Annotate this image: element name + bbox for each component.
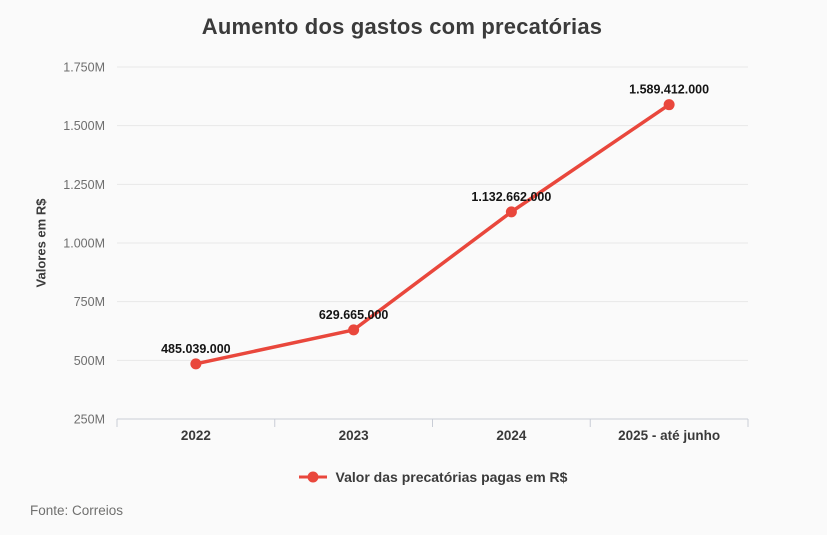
x-tick-label: 2022 xyxy=(181,428,211,443)
y-tick-label: 250M xyxy=(74,413,105,427)
data-point xyxy=(190,358,202,370)
legend-marker-dot xyxy=(307,471,319,483)
data-point xyxy=(663,99,675,111)
x-tick-label: 2023 xyxy=(339,428,370,443)
y-tick-label: 750M xyxy=(74,295,105,309)
legend-label: Valor das precatórias pagas em R$ xyxy=(335,469,568,485)
data-point xyxy=(505,206,517,218)
series-line xyxy=(194,102,671,366)
y-tick-label: 1.750M xyxy=(63,61,105,75)
data-point xyxy=(348,324,360,336)
y-tick-label: 500M xyxy=(74,354,105,368)
data-point-label: 629.665.000 xyxy=(319,308,389,322)
legend-line-marker-icon xyxy=(298,471,327,483)
data-point-label: 1.589.412.000 xyxy=(629,83,709,97)
x-tick-label: 2025 - até junho xyxy=(618,428,720,443)
chart-title: Aumento dos gastos com precatórias xyxy=(201,14,603,39)
legend: Valor das precatórias pagas em R$ xyxy=(117,466,748,488)
y-tick-label: 1.250M xyxy=(63,178,105,192)
data-point-label: 485.039.000 xyxy=(161,342,231,356)
source-note: Fonte: Correios xyxy=(30,503,124,518)
x-tick-label: 2024 xyxy=(496,428,527,443)
y-tick-label: 1.000M xyxy=(63,237,105,251)
data-point-label: 1.132.662.000 xyxy=(471,190,551,204)
y-tick-label: 1.500M xyxy=(63,119,105,133)
